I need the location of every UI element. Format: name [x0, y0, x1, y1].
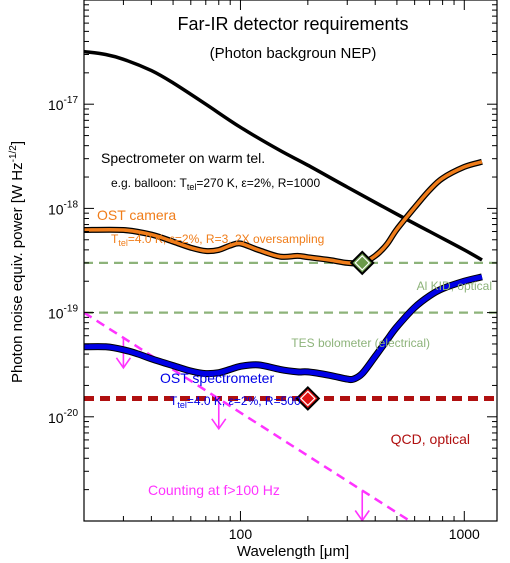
camera-title-annotation: OST camera — [97, 207, 176, 223]
counting-arrow — [211, 398, 227, 431]
series-line-ost_camera — [84, 160, 483, 266]
y-tick-label: 10-20 — [48, 408, 78, 426]
warm-detail-annotation: e.g. balloon: Ttel=270 K, ε=2%, R=1000 — [111, 176, 320, 192]
annotations: Spectrometer on warm tel. e.g. balloon: … — [97, 150, 492, 498]
x-tick-label: 100 — [229, 526, 253, 542]
chart-subtitle: (Photon backgroun NEP) — [210, 45, 377, 62]
y-tick-label: 10-18 — [48, 199, 78, 217]
axes: 100 1000 10-20 10-19 10-18 10-17 — [48, 0, 498, 542]
series-line-warm — [84, 49, 483, 262]
series-line-ost_spectrometer — [84, 274, 483, 383]
x-axis-label: Wavelength [μm] — [237, 543, 349, 560]
counting-line — [84, 311, 413, 521]
al-kid-label: Al KID, optical — [417, 279, 492, 293]
y-axis-label: Photon noise equiv. power [W Hz-1/2] — [8, 141, 26, 383]
markers — [295, 250, 375, 411]
series-lines — [84, 49, 483, 384]
spec-detail-annotation: Ttel=4.0 K, ε=2%, R=500 — [170, 394, 301, 410]
camera-detail-annotation: Ttel=4.0 K, ε=2%, R=3, 2X oversampling — [111, 232, 324, 248]
counting-label: Counting at f>100 Hz — [148, 482, 280, 498]
tes-label: TES bolometer (electrical) — [291, 336, 430, 350]
x-tick-label: 1000 — [449, 526, 480, 542]
chart-title: Far-IR detector requirements — [177, 14, 408, 34]
plot-frame — [83, 0, 498, 522]
spec-title-annotation: OST spectrometer — [160, 370, 274, 386]
y-tick-label: 10-17 — [48, 95, 78, 113]
qcd-label: QCD, optical — [391, 431, 470, 447]
marker-qcd_point — [295, 386, 321, 411]
marker-kid_point — [349, 250, 375, 276]
y-tick-label: 10-19 — [48, 304, 78, 322]
warm-title-annotation: Spectrometer on warm tel. — [101, 150, 265, 166]
